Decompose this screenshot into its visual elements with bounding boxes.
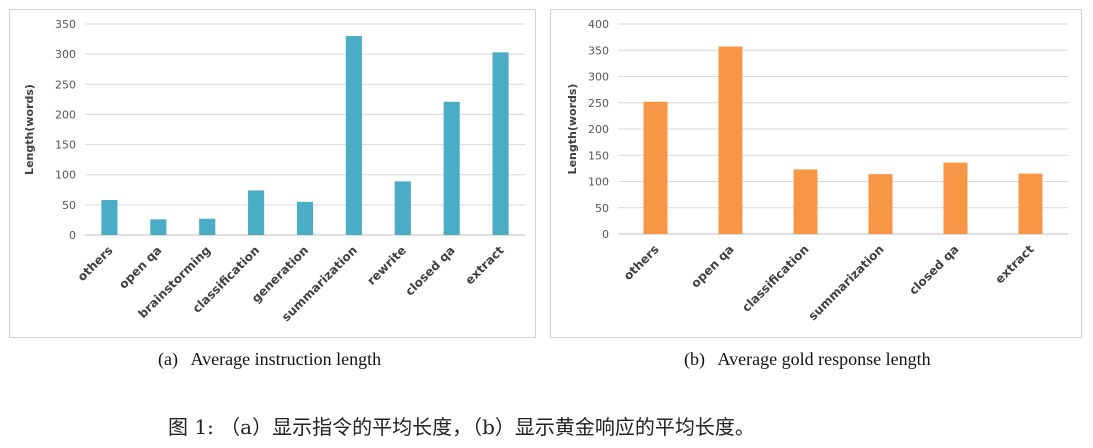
bar-rewrite — [394, 181, 411, 235]
y-tick-label: 0 — [602, 228, 609, 241]
y-tick-label: 200 — [588, 123, 609, 136]
x-tick-label: extract — [992, 242, 1036, 286]
y-tick-label: 50 — [595, 202, 609, 215]
x-tick-label: others — [75, 243, 116, 284]
y-tick-label: 250 — [55, 78, 76, 91]
y-tick-label: 400 — [588, 18, 609, 31]
bar-generation — [296, 201, 314, 235]
bar-closed-qa — [443, 101, 460, 235]
bar-summarization — [868, 174, 893, 234]
y-tick-label: 350 — [588, 44, 609, 57]
figure-caption: 图 1: （a）显示指令的平均长度，（b）显示黄金响应的平均长度。 — [168, 415, 755, 439]
response-length-chart: 0 50 100 150 200 250 300 350 400 Length(words) oth… — [566, 18, 1068, 323]
y-tick-label: 300 — [588, 71, 609, 84]
x-tick-label: summarization — [806, 242, 887, 323]
y-tick-label: 250 — [588, 97, 609, 110]
subcaption-a: (a) Average instruction length — [158, 349, 382, 369]
y-axis-label: Length(words) — [566, 84, 579, 175]
y-tick-label: 100 — [55, 169, 76, 182]
y-tick-label: 50 — [62, 199, 76, 212]
x-tick-label: open qa — [116, 243, 164, 291]
subcaption-b: (b) Average gold response length — [684, 349, 931, 369]
y-tick-label: 300 — [55, 48, 76, 61]
bar-extract — [492, 52, 509, 235]
chart-panel-instruction-length: 0 50 100 150 200 250 300 350 Length(words) others… — [9, 9, 536, 338]
bar-brainstorming — [199, 218, 216, 235]
bar-others — [101, 200, 118, 235]
chart-panel-response-length: 0 50 100 150 200 250 300 350 400 Length(words) oth… — [550, 9, 1082, 338]
y-tick-label: 350 — [55, 18, 76, 31]
x-tick-label: extract — [462, 243, 506, 287]
x-tick-label: rewrite — [364, 243, 409, 288]
x-tick-label: closed qa — [402, 243, 457, 298]
y-tick-label: 0 — [69, 229, 76, 242]
x-tick-label: closed qa — [906, 242, 961, 297]
x-tick-label: open qa — [688, 242, 736, 290]
y-axis-label: Length(words) — [23, 84, 36, 175]
instruction-length-chart: 0 50 100 150 200 250 300 350 Length(words) others… — [23, 18, 525, 324]
bar-closed-qa — [943, 162, 968, 234]
bar-open-qa — [718, 46, 743, 235]
bar-extract — [1018, 173, 1043, 234]
bar-open-qa — [150, 219, 167, 235]
bar-others — [643, 101, 668, 234]
y-tick-label: 200 — [55, 108, 76, 121]
y-tick-label: 150 — [588, 149, 609, 162]
bar-classification — [793, 169, 818, 234]
x-tick-label: others — [621, 242, 662, 283]
y-tick-label: 100 — [588, 176, 609, 189]
bar-summarization — [345, 36, 362, 235]
x-tick-label: classification — [739, 242, 811, 314]
bar-classification — [248, 190, 265, 235]
y-tick-label: 150 — [55, 139, 76, 152]
